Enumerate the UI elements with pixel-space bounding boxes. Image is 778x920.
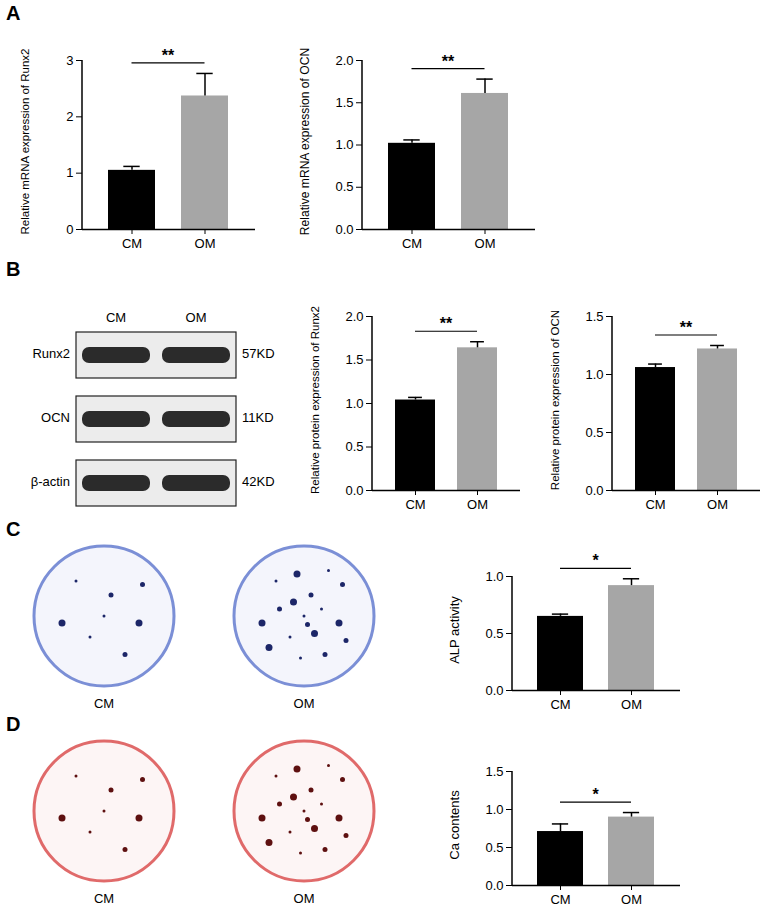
svg-text:CM: CM bbox=[550, 697, 570, 712]
svg-text:0.5: 0.5 bbox=[585, 425, 603, 440]
svg-text:OM: OM bbox=[294, 891, 315, 906]
svg-text:Relative mRNA expression of OC: Relative mRNA expression of OCN bbox=[298, 48, 312, 235]
svg-text:1.5: 1.5 bbox=[345, 352, 363, 367]
svg-text:0: 0 bbox=[66, 222, 73, 237]
svg-text:Relative mRNA expression of Ru: Relative mRNA expression of Runx2 bbox=[19, 49, 31, 235]
svg-text:0.0: 0.0 bbox=[585, 483, 603, 498]
svg-text:**: ** bbox=[442, 53, 455, 70]
svg-text:0.0: 0.0 bbox=[485, 683, 503, 698]
svg-text:Ca contents: Ca contents bbox=[447, 790, 462, 860]
svg-text:ALP activity: ALP activity bbox=[447, 596, 462, 664]
svg-text:**: ** bbox=[440, 315, 453, 332]
svg-text:CM: CM bbox=[122, 236, 142, 251]
svg-text:0.5: 0.5 bbox=[485, 840, 503, 855]
svg-text:11KD: 11KD bbox=[242, 410, 274, 425]
svg-text:0.0: 0.0 bbox=[345, 483, 363, 498]
svg-text:0.5: 0.5 bbox=[335, 179, 353, 194]
svg-text:OM: OM bbox=[621, 697, 642, 712]
svg-text:OM: OM bbox=[707, 497, 728, 512]
svg-text:OCN: OCN bbox=[41, 410, 70, 425]
svg-text:1.5: 1.5 bbox=[585, 309, 603, 324]
svg-text:1.0: 1.0 bbox=[585, 367, 603, 382]
svg-text:57KD: 57KD bbox=[242, 346, 275, 361]
svg-text:CM: CM bbox=[94, 696, 114, 711]
svg-text:1.5: 1.5 bbox=[485, 764, 503, 779]
svg-text:0.0: 0.0 bbox=[485, 878, 503, 893]
svg-text:OM: OM bbox=[186, 310, 207, 325]
svg-text:1.0: 1.0 bbox=[335, 137, 353, 152]
svg-text:0.5: 0.5 bbox=[345, 439, 363, 454]
svg-text:42KD: 42KD bbox=[242, 474, 275, 489]
svg-text:Runx2: Runx2 bbox=[32, 346, 70, 361]
svg-text:CM: CM bbox=[106, 310, 126, 325]
html-text:D: D bbox=[6, 713, 21, 735]
svg-text:OM: OM bbox=[195, 236, 216, 251]
svg-text:0.5: 0.5 bbox=[485, 626, 503, 641]
svg-text:1.0: 1.0 bbox=[485, 569, 503, 584]
svg-text:OM: OM bbox=[294, 696, 315, 711]
svg-text:2.0: 2.0 bbox=[335, 53, 353, 68]
svg-text:2.0: 2.0 bbox=[345, 309, 363, 324]
svg-text:2: 2 bbox=[66, 109, 73, 124]
svg-text:0.0: 0.0 bbox=[335, 222, 353, 237]
svg-text:1.5: 1.5 bbox=[335, 95, 353, 110]
svg-text:CM: CM bbox=[645, 497, 665, 512]
svg-text:1: 1 bbox=[66, 165, 73, 180]
svg-text:Relative protein expression of: Relative protein expression of Runx2 bbox=[309, 306, 321, 494]
html-text:B: B bbox=[6, 258, 21, 280]
html-text:A: A bbox=[6, 2, 21, 24]
svg-text:CM: CM bbox=[94, 891, 114, 906]
svg-text:Relative protein expression of: Relative protein expression of OCN bbox=[549, 310, 561, 490]
svg-text:**: ** bbox=[162, 47, 175, 64]
svg-text:OM: OM bbox=[621, 892, 642, 907]
svg-text:CM: CM bbox=[402, 236, 422, 251]
svg-text:OM: OM bbox=[467, 497, 488, 512]
svg-text:3: 3 bbox=[66, 53, 73, 68]
svg-text:CM: CM bbox=[550, 892, 570, 907]
svg-text:**: ** bbox=[680, 319, 693, 336]
svg-text:1.0: 1.0 bbox=[485, 802, 503, 817]
svg-text:OM: OM bbox=[475, 236, 496, 251]
svg-text:β-actin: β-actin bbox=[31, 474, 70, 489]
html-text:C: C bbox=[6, 518, 21, 540]
svg-text:*: * bbox=[592, 786, 599, 803]
svg-text:1.0: 1.0 bbox=[345, 396, 363, 411]
svg-text:*: * bbox=[592, 552, 599, 569]
svg-text:CM: CM bbox=[405, 497, 425, 512]
